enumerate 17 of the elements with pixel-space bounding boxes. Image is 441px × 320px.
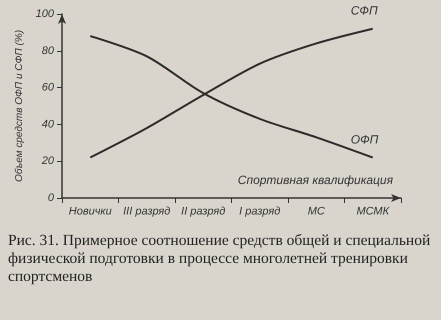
y-tick-label: 0: [48, 192, 55, 204]
y-tick-label: 80: [42, 44, 55, 57]
x-tick-label: I разряд: [239, 206, 280, 218]
x-tick-label: МС: [308, 206, 325, 218]
series-label: ОФП: [350, 132, 379, 147]
y-tick-label: 20: [40, 155, 55, 168]
x-tick-label: III разряд: [123, 206, 170, 218]
x-tick-label: МСМК: [356, 206, 390, 218]
x-tick-label: II разряд: [181, 206, 226, 218]
y-tick-label: 100: [36, 8, 55, 20]
y-tick-label: 40: [42, 118, 55, 130]
x-axis-title: Спортивная квалификация: [238, 173, 394, 187]
y-axis-title: Объем средств ОФП и СФП (%): [14, 30, 26, 182]
series-label: СФП: [350, 4, 378, 18]
y-tick-label: 60: [42, 82, 55, 94]
x-tick-label: Новички: [68, 206, 112, 218]
text: Рис. 31. Примерное соотношение средств общей и специальной физической подготовки в процессе многолетней тренировки спортсменов: [7, 232, 432, 286]
